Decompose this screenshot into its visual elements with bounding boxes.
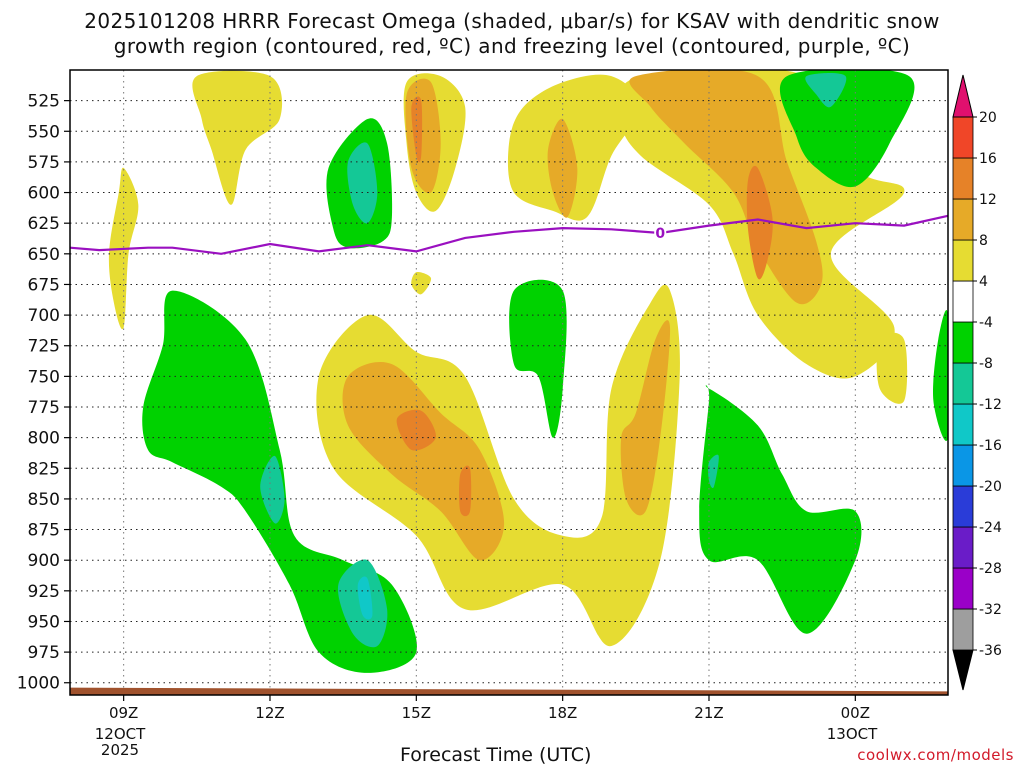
y-tick-label-600: 600 [28,184,60,204]
y-tick-label-875: 875 [28,521,60,541]
x-tick-label-00Z: 00Z [841,704,870,722]
x-axis-title: Forecast Time (UTC) [400,744,592,766]
omega-region-25 [260,455,285,524]
plot-frame [69,69,949,696]
y-tick-label-975: 975 [28,643,60,663]
omega-region-20 [509,279,567,438]
colorbar-segment-1 [952,608,974,651]
colorbar-label--32: -32 [979,602,1002,618]
colorbar-label--12: -12 [979,397,1002,413]
omega-region-15 [396,409,436,451]
freezing-level-label: 0 [655,226,665,242]
colorbar-label-4: 4 [979,274,988,290]
x-tick-label-21Z: 21Z [694,704,723,722]
y-tick-label-900: 900 [28,551,60,571]
omega-region-3 [411,272,432,295]
y-tick-label-550: 550 [28,122,60,142]
omega-region-4 [507,74,641,221]
colorbar-label--36: -36 [979,643,1002,659]
omega-region-7 [876,332,908,404]
colorbar-segment-9 [952,280,974,323]
omega-region-16 [459,465,472,517]
omega-region-6 [316,284,680,647]
y-tick-label-775: 775 [28,398,60,418]
date-label-2025: 2025 [100,741,140,759]
colorbar-segment-13 [952,116,974,159]
y-tick-label-525: 525 [28,92,60,112]
freezing-label-bg [654,224,667,241]
freezing-level-line [69,214,949,255]
y-tick-label-1000: 1000 [17,674,60,694]
x-tick-label-15Z: 15Z [402,704,431,722]
y-tick-label-675: 675 [28,275,60,295]
colorbar-segment-5 [952,444,974,487]
date-label-12oct: 12OCT [94,725,146,743]
omega-region-27 [708,454,719,489]
colorbar-segment-6 [952,403,974,446]
colorbar-segment-7 [952,362,974,405]
x-tick-label-18Z: 18Z [548,704,577,722]
y-tick-label-825: 825 [28,459,60,479]
colorbar-label--20: -20 [979,479,1002,495]
omega-region-12 [620,320,671,516]
colorbar-label-16: 16 [979,151,997,167]
x-tick-label-09Z: 09Z [109,704,138,722]
x-tick-label-12Z: 12Z [255,704,284,722]
y-tick-label-700: 700 [28,306,60,326]
y-tick-label-575: 575 [28,153,60,173]
omega-region-14 [746,165,773,280]
chart-title-line-2: growth region (contoured, red, ºC) and f… [113,34,911,58]
omega-region-21 [699,385,862,634]
y-tick-label-925: 925 [28,582,60,602]
colorbar-segment-2 [952,567,974,610]
colorbar-segment-10 [952,239,974,282]
omega-region-18 [780,70,915,188]
colorbar-segment-8 [952,321,974,364]
colorbar-label-8: 8 [979,233,988,249]
colorbar-segment-11 [952,198,974,241]
y-tick-label-950: 950 [28,612,60,632]
omega-region-23 [347,142,378,224]
omega-region-22 [933,310,948,441]
omega-region-10 [629,70,823,305]
y-tick-label-750: 750 [28,367,60,387]
colorbar-label--4: -4 [979,315,993,331]
colorbar-segment-0 [952,649,974,691]
colorbar-label--8: -8 [979,356,993,372]
omega-region-28 [357,576,373,620]
colorbar-label--16: -16 [979,438,1002,454]
y-tick-label-650: 650 [28,245,60,265]
y-tick-label-625: 625 [28,214,60,234]
site-credit-link[interactable]: coolwx.com/models [857,746,1014,764]
y-tick-label-725: 725 [28,337,60,357]
chart-title-line-1: 2025101208 HRRR Forecast Omega (shaded, … [84,9,940,33]
omega-region-13 [411,96,423,163]
colorbar-segment-4 [952,485,974,528]
colorbar-label-12: 12 [979,192,997,208]
terrain-band [70,687,948,695]
omega-region-1 [192,70,283,205]
colorbar-label--24: -24 [979,520,1002,536]
date-label-13oct: 13OCT [826,725,878,743]
colorbar-segment-14 [952,74,974,118]
y-tick-label-800: 800 [28,429,60,449]
colorbar-segment-3 [952,526,974,569]
colorbar-label--28: -28 [979,561,1002,577]
omega-region-24 [805,73,847,108]
colorbar-label-20: 20 [979,110,997,126]
y-tick-label-850: 850 [28,490,60,510]
colorbar-segment-12 [952,157,974,200]
